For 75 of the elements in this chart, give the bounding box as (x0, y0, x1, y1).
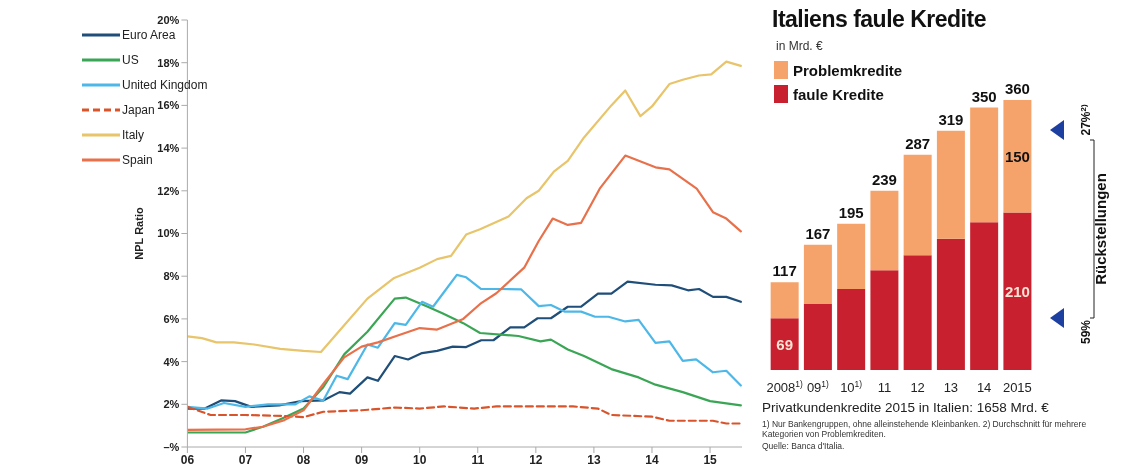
chart-subtitle: in Mrd. € (776, 39, 823, 53)
x-tick-label: 10 (413, 452, 427, 467)
line-series (187, 296, 742, 434)
x-tick-label: 07 (238, 452, 253, 467)
text: 59% (1079, 319, 1093, 345)
bar (837, 223, 866, 289)
bar (870, 270, 899, 370)
bar (870, 190, 899, 271)
legend-label: Euro Area (122, 27, 176, 42)
x-tick-label: 12 (910, 380, 925, 395)
text: Privatkundenkredite 2015 in Italien: 1658 Mrd. € (762, 400, 1049, 415)
total-label: 167 (805, 224, 831, 242)
y-tick-label: 20% (157, 13, 180, 26)
x-tick-label: 15 (703, 452, 718, 467)
total-label: 360 (1004, 80, 1030, 97)
data-label: 69 (776, 336, 793, 354)
y-tick-label: 2% (163, 398, 180, 411)
y-tick-label: 8% (163, 270, 180, 283)
bar (970, 222, 999, 370)
bar (837, 289, 866, 370)
data-label: 150 (1004, 148, 1030, 166)
legend-label: Spain (122, 152, 153, 167)
bar (970, 107, 999, 223)
total-label: 239 (871, 170, 897, 188)
x-tick-label: 14 (645, 452, 659, 467)
chart-title: Italiens faule Kredite (772, 6, 986, 32)
data-label: 210 (1004, 283, 1030, 301)
bar (770, 282, 799, 319)
y-tick-label: 10% (157, 227, 180, 240)
x-tick-label: 06 (180, 452, 195, 467)
bar (803, 304, 832, 370)
bar (936, 238, 965, 370)
total-label: 287 (905, 134, 931, 152)
x-tick-label: 13 (587, 452, 601, 467)
bar (1003, 100, 1032, 213)
total-label: 350 (971, 87, 997, 105)
y-tick-label: –% (163, 440, 180, 453)
x-tick-label: 08 (296, 452, 311, 467)
line-series (187, 405, 742, 425)
legend-label: Japan (122, 102, 155, 117)
x-tick-label: 10$^{1)}$ (840, 379, 863, 395)
total-label: 195 (838, 203, 864, 221)
legend-label: US (122, 52, 139, 67)
bar (1003, 212, 1032, 370)
bar (770, 318, 799, 370)
bar (936, 130, 965, 239)
total-label: 117 (772, 262, 797, 280)
y-tick-label: 6% (163, 312, 180, 325)
bar (903, 154, 932, 256)
x-tick-label: 09$^{1)}$ (806, 379, 830, 395)
y-tick-label: 14% (157, 142, 180, 155)
legend-label: faule Kredite (793, 85, 884, 103)
x-tick-label: 2015 (1002, 380, 1032, 395)
source-note: Quelle: Banca d'Italia. (762, 441, 845, 451)
x-tick-label: 13 (943, 380, 959, 395)
y-tick-label: 16% (157, 99, 180, 112)
bar (803, 244, 832, 304)
y-axis-title: NPL Ratio (133, 207, 146, 260)
x-tick-label: 11 (877, 380, 892, 395)
x-tick-label: 09 (354, 452, 369, 467)
x-tick-label: 12 (529, 452, 543, 467)
legend-label: United Kingdom (122, 77, 208, 92)
text: Rückstellungen (1092, 173, 1109, 285)
legend-label: Italy (122, 127, 145, 142)
x-tick-label: 11 (471, 452, 485, 467)
x-tick-label: 2008$^{1)}$ (766, 379, 804, 395)
bar (903, 255, 932, 370)
y-tick-label: 4% (163, 355, 180, 368)
legend-label: Problemkredite (793, 61, 903, 79)
line-series (187, 154, 742, 432)
text: 1) Nur Bankengruppen, ohne alleinstehende Kleinbanken. 2) Durchschnitt für mehrere Kategorien von Problemkrediten. (762, 419, 1087, 439)
total-label: 319 (938, 110, 964, 128)
x-tick-label: 14 (976, 380, 992, 395)
y-tick-label: 12% (157, 184, 180, 197)
y-tick-label: 18% (157, 56, 180, 69)
